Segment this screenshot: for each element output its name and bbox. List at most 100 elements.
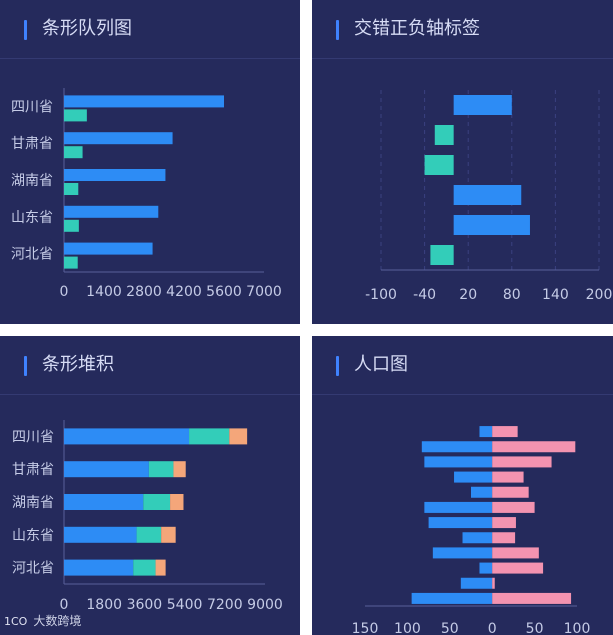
bar [453,215,530,235]
bar [64,242,153,255]
bar [64,219,79,232]
bar [432,547,493,559]
bar-segment [143,494,171,510]
bar [424,456,493,468]
panel-header: 条形堆积 [0,336,300,395]
watermark: 1CO 大数跨境 [4,612,81,629]
x-tick-label: 20 [459,287,477,303]
panel-population: 人口图 150 100 50 0 50 100 [312,336,613,635]
bar-segment [133,559,156,576]
bar-segment [64,428,190,445]
x-tick-label: -100 [365,287,397,303]
x-tick-label: 80 [503,287,521,303]
bar-segment [189,428,230,445]
title-accent [24,20,27,40]
category-label: 四川省 [12,429,54,445]
bar [492,562,544,574]
category-label: 甘肃省 [12,462,54,478]
bar [64,95,224,108]
bar [454,471,493,483]
bar [64,109,87,122]
bar [424,501,493,513]
bar [479,426,493,438]
bar [492,532,516,544]
x-tick-label: 0 [60,597,69,613]
x-tick-label: 140 [542,287,569,303]
bar [492,577,495,589]
bar [434,125,454,145]
bar-segment [155,559,166,576]
x-tick-label: 200 [586,287,613,303]
bar-segment [148,461,174,478]
bar [492,501,535,513]
panel-bar-queue: 条形队列图 四川省甘肃省湖南省山东省河北省 0 1400 2800 4200 5600 70… [0,0,300,324]
bar [421,441,493,453]
panel-header: 条形队列图 [0,0,300,59]
bar [64,205,159,218]
x-tick-label: 4200 [166,284,202,300]
bar [64,183,79,195]
bar [492,592,572,604]
bar-segment [64,494,144,510]
x-tick-label: 1800 [86,597,122,613]
bar [430,245,454,265]
bar [411,592,493,604]
category-label: 河北省 [12,561,54,577]
bar [492,426,518,438]
panel-header: 交错正负轴标签 [312,0,613,59]
x-tick-label: 100 [564,621,591,635]
category-label: 湖南省 [11,173,53,189]
bar [453,185,522,205]
bar [492,517,516,529]
category-label: 甘肃省 [11,136,53,152]
bar [471,486,493,498]
title-accent [336,20,339,40]
x-tick-label: 5600 [206,284,242,300]
panel-title: 条形堆积 [42,354,114,375]
category-label: 河北省 [11,247,53,263]
bar [64,132,173,145]
bar [492,441,576,453]
bar [492,547,539,559]
x-tick-label: 100 [394,621,421,635]
bar-segment [161,526,176,543]
x-tick-label: 1400 [86,284,122,300]
x-tick-label: 7000 [246,284,282,300]
bar [424,155,454,175]
panel-title: 人口图 [354,354,408,375]
panel-staggered-axis: 交错正负轴标签 -100 -40 20 80 140 200 [312,0,613,324]
x-tick-label: 0 [488,621,497,635]
panel-header: 人口图 [312,336,613,395]
bar-segment [170,494,184,510]
category-label: 湖南省 [12,495,54,511]
x-tick-label: 2800 [126,284,162,300]
bar-segment [64,526,137,543]
panel-title: 交错正负轴标签 [354,18,480,39]
category-label: 四川省 [11,99,53,115]
bar [492,456,552,468]
x-tick-label: 0 [60,284,69,300]
bar-segment [64,461,149,478]
category-label: 山东省 [12,528,54,544]
bar-segment [64,559,134,576]
bar [64,256,78,269]
bar-segment [229,428,248,445]
bar [428,517,493,529]
panel-stacked-bar: 条形堆积 四川省 甘肃省 湖南省 山东省 河北省 0 1800 3600 5400 7200 900… [0,336,300,635]
watermark-logo: 1CO [4,615,28,628]
bar [492,471,524,483]
title-accent [24,356,27,376]
bar [453,95,512,115]
chart-staggered-axis: -100 -40 20 80 140 200 [365,90,613,303]
category-label: 山东省 [11,210,53,226]
x-tick-label: 7200 [207,597,243,613]
bar [64,169,166,181]
x-tick-label: 3600 [127,597,163,613]
title-accent [336,356,339,376]
bar-segment [173,461,186,478]
chart-population: 150 100 50 0 50 100 [352,426,591,635]
bar [460,577,493,589]
bar [462,532,493,544]
